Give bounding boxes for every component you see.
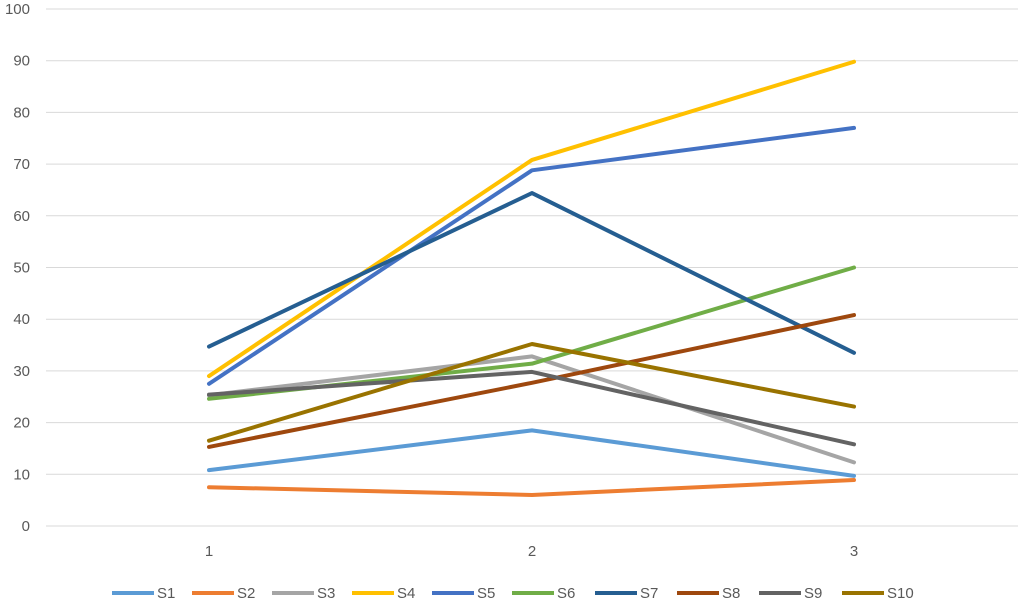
series-layer [207,59,856,497]
legend-label-s7: S7 [640,585,658,601]
series-line-s3 [207,354,856,465]
y-tick-label: 80 [13,104,30,121]
x-tick-label: 2 [528,543,536,560]
series-line-s9 [207,369,856,447]
y-tick-label: 100 [5,1,30,18]
series-line-s10 [207,342,856,443]
legend-label-s4: S4 [397,585,415,601]
x-axis-tick-labels: 1 2 3 [205,543,858,560]
legend-label-s6: S6 [557,585,575,601]
series-line-s5 [207,125,856,386]
legend-label-s9: S9 [804,585,822,601]
y-axis-tick-labels: 0 10 20 30 40 50 60 70 80 90 100 [5,1,30,535]
series-line-s2 [207,477,856,497]
legend-label-s2: S2 [237,585,255,601]
legend: S1 S2 S3 S4 S5 S6 S7 S8 S9 S10 [112,585,914,602]
series-line-s8 [207,313,856,449]
y-tick-label: 90 [13,53,30,70]
series-line-s1 [207,428,856,478]
grid-layer [46,8,1018,527]
legend-label-s5: S5 [477,585,495,601]
legend-label-s1: S1 [157,585,175,601]
legend-label-s8: S8 [722,585,740,601]
y-tick-label: 40 [13,311,30,328]
x-tick-label: 1 [205,543,213,560]
y-tick-label: 70 [13,156,30,173]
legend-label-s10: S10 [887,585,914,601]
y-tick-label: 30 [13,363,30,380]
y-tick-label: 10 [13,466,30,483]
legend-label-s3: S3 [317,585,335,601]
y-tick-label: 50 [13,260,30,277]
series-line-s6 [207,265,856,401]
y-tick-label: 60 [13,208,30,225]
series-line-s4 [207,59,856,379]
y-tick-label: 20 [13,415,30,432]
series-line-s7 [207,191,856,355]
y-tick-label: 0 [22,518,30,535]
x-tick-label: 3 [850,543,858,560]
